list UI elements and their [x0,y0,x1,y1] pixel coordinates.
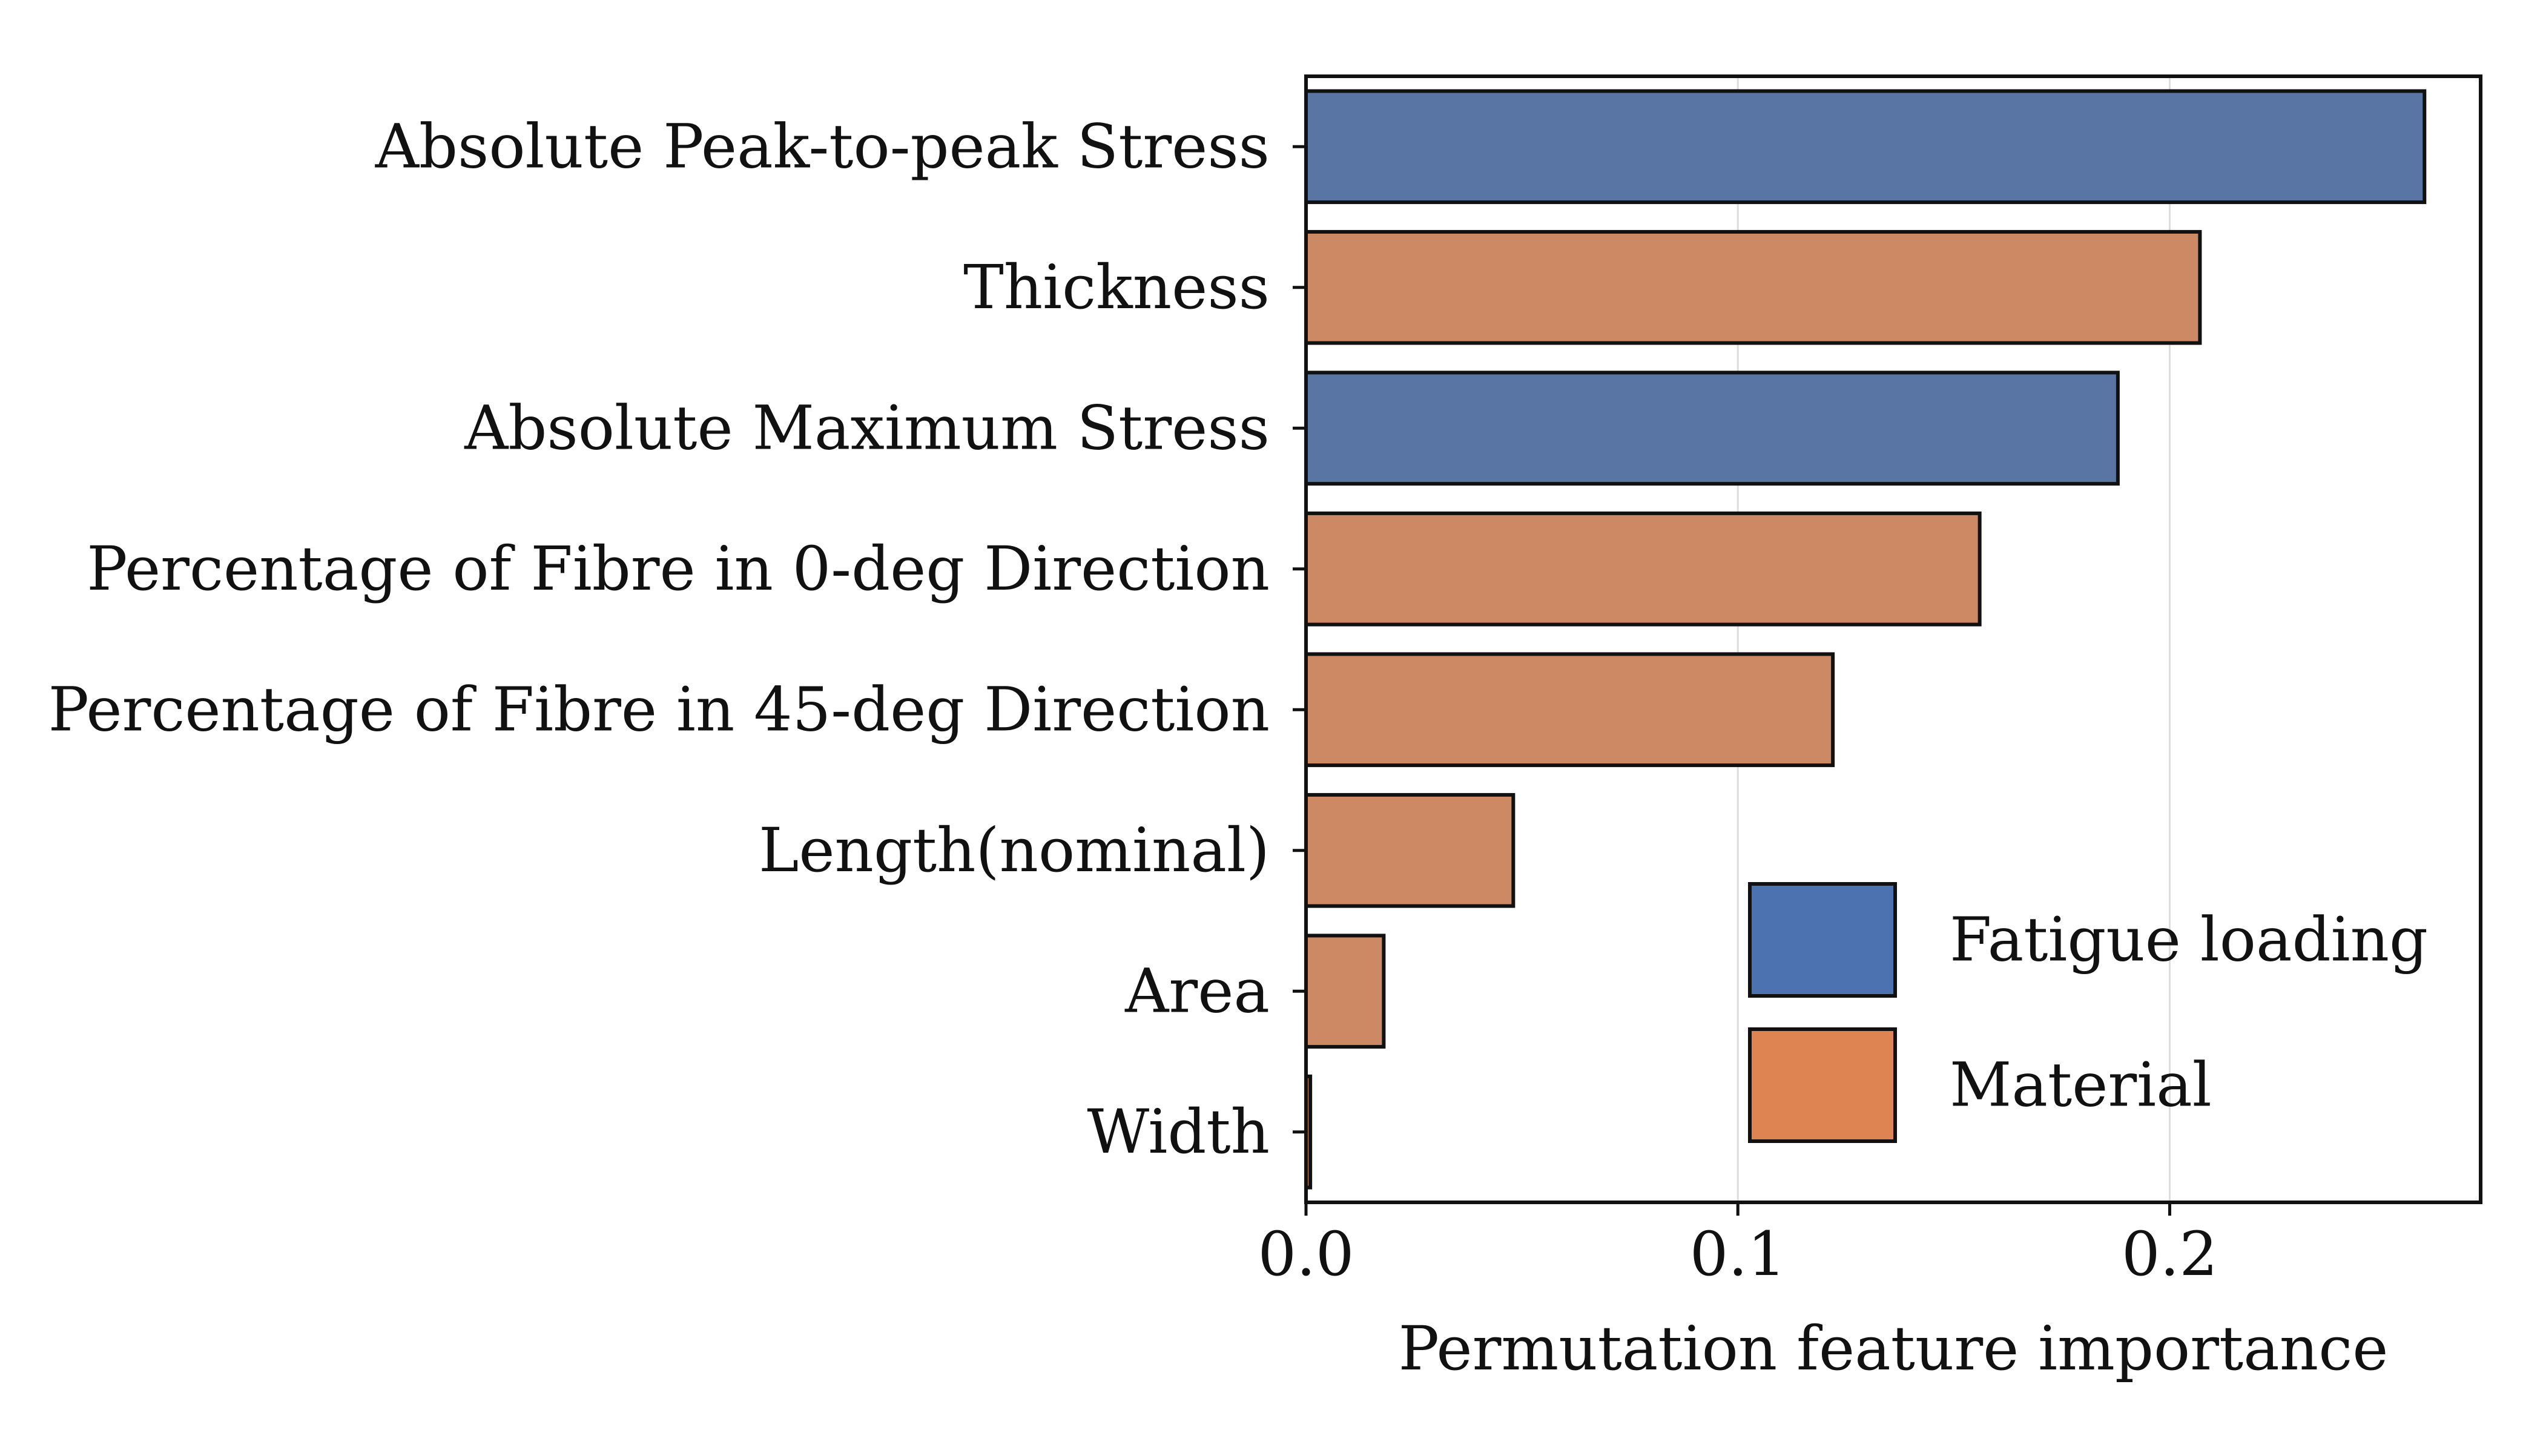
y-tick-label: Area [1124,955,1270,1026]
x-tick-label: 0.2 [2122,1219,2218,1290]
y-axis-ticks: Absolute Peak-to-peak Stress Thickness Abs… [48,111,1306,1167]
bar-6 [1304,934,1386,1049]
bar-5 [1304,792,1516,908]
legend-swatch [1748,882,1897,998]
bar-2 [1304,371,2120,486]
bar-4 [1304,652,1835,768]
x-tick-label: 0.0 [1258,1219,1354,1290]
y-tick-label: Percentage of Fibre in 45-deg Direction [48,674,1270,745]
x-axis-ticks: 0.0 0.1 0.2 [1258,1202,2218,1290]
y-tick-label: Width [1087,1096,1270,1167]
bars [1304,89,2427,1190]
y-tick-label: Absolute Peak-to-peak Stress [375,111,1270,182]
bar-0 [1304,89,2427,205]
plot-frame [1304,74,2482,1204]
legend-swatch [1748,1027,1897,1143]
y-tick-label: Thickness [963,252,1270,323]
legend-label: Fatigue loading [1950,904,2428,975]
x-axis-label: Permutation feature importance [1399,1313,2389,1384]
y-tick-label: Absolute Maximum Stress [464,392,1270,463]
legend-label: Material [1950,1050,2212,1121]
y-tick-label: Percentage of Fibre in 0-deg Direction [87,533,1270,604]
legend: Fatigue loading Material [1748,882,2428,1143]
y-tick-label: Length(nominal) [759,815,1270,886]
x-tick-label: 0.1 [1690,1219,1786,1290]
bar-1 [1304,229,2202,345]
bar-3 [1304,511,1982,627]
